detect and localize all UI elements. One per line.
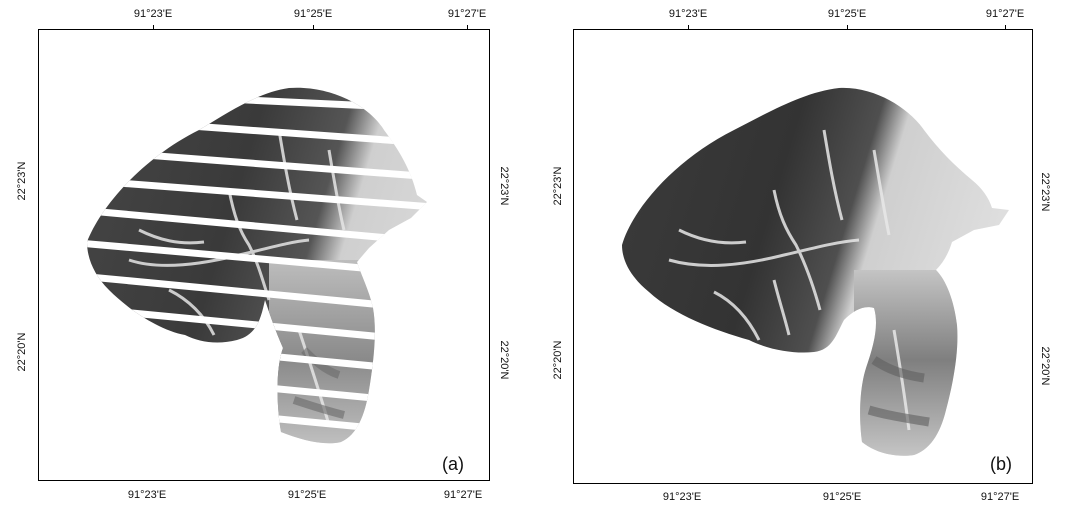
bottom-tick-label: 91°25'E (287, 489, 327, 501)
left-tick-label: 22°20'N (552, 340, 564, 380)
left-tick-label: 22°23'N (552, 166, 564, 206)
top-tick-label: 91°27'E (447, 8, 487, 20)
bottom-tick-label: 91°27'E (980, 491, 1020, 503)
tick-mark (847, 25, 848, 30)
terrain-image (87, 87, 427, 444)
map-frame: (b) (573, 29, 1033, 484)
top-tick-label: 91°27'E (985, 8, 1025, 20)
tick-mark (688, 25, 689, 30)
panel-label: (b) (990, 454, 1012, 474)
bottom-tick-label: 91°23'E (127, 489, 167, 501)
map-panel-a: 91°23'E 91°25'E 91°27'E 91°23'E 91°25'E … (0, 0, 530, 513)
map-panel-b: 91°23'E 91°25'E 91°27'E 91°23'E 91°25'E … (530, 0, 1065, 513)
tick-mark (153, 25, 154, 30)
bottom-tick-label: 91°23'E (662, 491, 702, 503)
top-tick-label: 91°23'E (133, 8, 173, 20)
terrain-image (622, 87, 1009, 456)
right-tick-label: 22°23'N (498, 166, 510, 206)
left-tick-label: 22°20'N (16, 332, 28, 372)
right-tick-label: 22°20'N (498, 340, 510, 380)
right-tick-label: 22°23'N (1039, 172, 1051, 212)
right-tick-label: 22°20'N (1039, 346, 1051, 386)
bottom-tick-label: 91°27'E (443, 489, 483, 501)
tick-mark (467, 25, 468, 30)
left-tick-label: 22°23'N (16, 161, 28, 201)
bottom-tick-label: 91°25'E (822, 491, 862, 503)
tick-mark (313, 25, 314, 30)
top-tick-label: 91°23'E (668, 8, 708, 20)
tick-mark (1005, 25, 1006, 30)
panel-label: (a) (442, 454, 464, 474)
top-tick-label: 91°25'E (293, 8, 333, 20)
map-frame: (a) (38, 29, 490, 481)
top-tick-label: 91°25'E (827, 8, 867, 20)
